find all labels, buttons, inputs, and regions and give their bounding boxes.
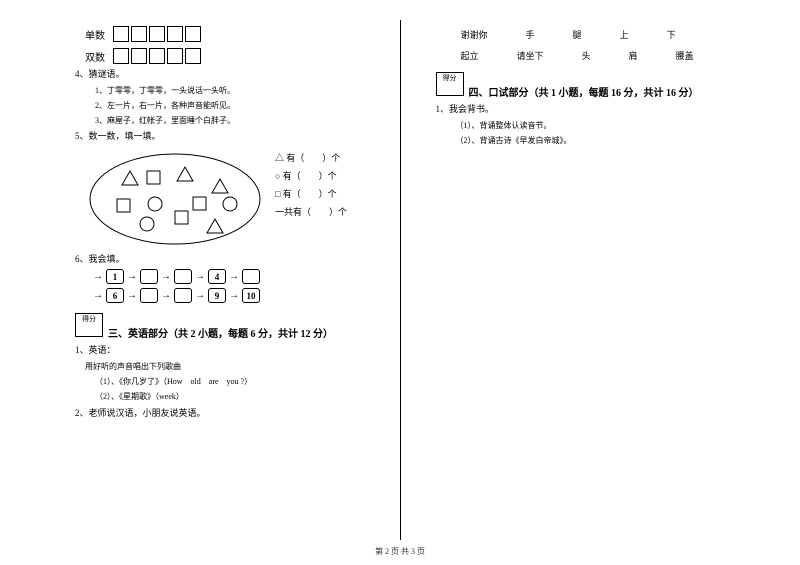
box: [167, 26, 183, 42]
word: 谢谢你: [461, 28, 488, 41]
arrow-icon: →: [161, 271, 171, 282]
shapes-row: △ 有（ ）个 ○ 有（ ）个 □ 有（ ）个 一共有（ ）个: [85, 149, 390, 249]
shape-counts: △ 有（ ）个 ○ 有（ ）个 □ 有（ ）个 一共有（ ）个: [275, 149, 347, 221]
page-footer: 第 2 页 共 3 页: [0, 546, 800, 557]
word: 肩: [629, 49, 638, 62]
q6: 6、我会填。: [75, 253, 390, 266]
q4: 4、猜谜语。: [75, 68, 390, 81]
section-4-title: 四、口试部分（共 1 小题，每题 16 分，共计 16 分）: [469, 84, 751, 99]
word: 起立: [461, 49, 479, 62]
seq-box: [174, 269, 192, 284]
box: [149, 26, 165, 42]
arrow-icon: →: [127, 271, 137, 282]
box: [167, 48, 183, 64]
q4-3: 3、麻屋子，红帐子，里面睡个白胖子。: [95, 115, 390, 126]
word: 手: [526, 28, 535, 41]
arrow-icon: →: [195, 290, 205, 301]
cir-count: ○ 有（ ）个: [275, 167, 347, 185]
word: 腰盖: [676, 49, 694, 62]
total-count: 一共有（ ）个: [275, 203, 347, 221]
arrow-icon: →: [161, 290, 171, 301]
q3-1: 1、英语：: [75, 344, 390, 357]
box: [113, 48, 129, 64]
score-box: 得分: [436, 72, 464, 96]
seq-box: 10: [242, 288, 260, 303]
word: 上: [620, 28, 629, 41]
r-q1-b: （2）、背诵古诗《早发白帝城》。: [456, 135, 751, 146]
box: [131, 26, 147, 42]
box: [185, 26, 201, 42]
arrow-icon: →: [229, 290, 239, 301]
odd-row: 单数: [85, 26, 390, 42]
sq-count: □ 有（ ）个: [275, 185, 347, 203]
arrow-icon: →: [229, 271, 239, 282]
q3-1-a: （1）、《你几岁了》（How old are you ?）: [95, 376, 390, 387]
arrow-icon: →: [195, 271, 205, 282]
word-row-2: 起立 请坐下 头 肩 腰盖: [461, 49, 751, 62]
q4-2: 2、左一片，右一片，各种声音能听见。: [95, 100, 390, 111]
word-row-1: 谢谢你 手 腿 上 下: [461, 28, 751, 41]
left-column: 单数 双数 4、猜谜语。 1、丁零零，丁零零，一头说话一头听。 2、左一片，右一…: [40, 20, 400, 540]
odd-label: 单数: [85, 27, 105, 42]
seq-box: 4: [208, 269, 226, 284]
shapes-oval: [85, 149, 265, 249]
score-label: 得分: [437, 73, 463, 83]
r-q1: 1、我会背书。: [436, 103, 751, 116]
right-column: 谢谢你 手 腿 上 下 起立 请坐下 头 肩 腰盖 得分 四、口试部分（共 1 …: [401, 20, 761, 540]
tri-count: △ 有（ ）个: [275, 149, 347, 167]
seq-box: [140, 288, 158, 303]
seq-box: 1: [106, 269, 124, 284]
seq-box: 9: [208, 288, 226, 303]
box: [185, 48, 201, 64]
box: [149, 48, 165, 64]
word: 腿: [573, 28, 582, 41]
section-3-title: 三、英语部分（共 2 小题，每题 6 分，共计 12 分）: [108, 325, 390, 340]
score-box: 得分: [75, 313, 103, 337]
word: 头: [582, 49, 591, 62]
word: 请坐下: [517, 49, 544, 62]
arrow-icon: →: [93, 290, 103, 301]
word: 下: [667, 28, 676, 41]
score-label: 得分: [76, 314, 102, 324]
even-label: 双数: [85, 49, 105, 64]
seq-box: [174, 288, 192, 303]
r-q1-a: （1）、背诵整体认读音节。: [456, 120, 751, 131]
q4-1: 1、丁零零，丁零零，一头说话一头听。: [95, 85, 390, 96]
box: [113, 26, 129, 42]
q5: 5、数一数，填一填。: [75, 130, 390, 143]
arrow-icon: →: [127, 290, 137, 301]
q3-1-b: （2）、《星期歌》（week）: [95, 391, 390, 402]
seq-row-2: → 6 → → → 9 → 10: [90, 288, 390, 303]
arrow-icon: →: [93, 271, 103, 282]
seq-box: [242, 269, 260, 284]
seq-box: [140, 269, 158, 284]
even-row: 双数: [85, 48, 390, 64]
page-container: 单数 双数 4、猜谜语。 1、丁零零，丁零零，一头说话一头听。 2、左一片，右一…: [0, 0, 800, 540]
seq-box: 6: [106, 288, 124, 303]
box: [131, 48, 147, 64]
seq-row-1: → 1 → → → 4 →: [90, 269, 390, 284]
q3-2: 2、老师说汉语，小朋友说英语。: [75, 407, 390, 420]
q3-1-sub: 用好听的声音唱出下列歌曲: [85, 361, 390, 372]
